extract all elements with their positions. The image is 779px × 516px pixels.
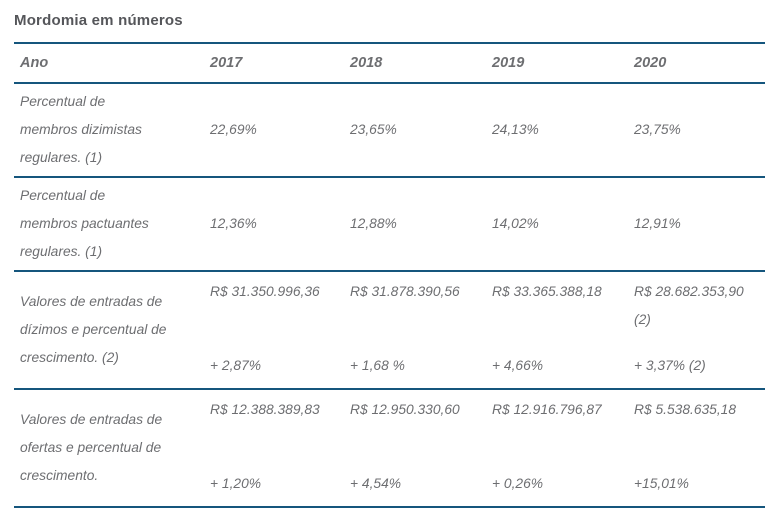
- ofertas-2019-amount: R$ 12.916.796,87: [492, 402, 602, 417]
- page-title: Mordomia em números: [14, 12, 183, 29]
- dizimos-2020-cell: R$ 28.682.353,90 (2) + 3,37% (2): [628, 271, 765, 389]
- table-row-pactuantes: Percentual de membros pactuantes regular…: [14, 177, 765, 271]
- row-label-dizimistas: Percentual de membros dizimistas regular…: [20, 94, 142, 165]
- pactuantes-2020-value: 12,91%: [634, 216, 681, 231]
- dizimos-2020-growth: + 3,37% (2): [634, 358, 706, 373]
- ofertas-2017-cell: R$ 12.388.389,83 + 1,20%: [204, 389, 344, 507]
- row-label-pactuantes: Percentual de membros pactuantes regular…: [20, 188, 149, 259]
- row-label-dizimos: Valores de entradas de dízimos e percent…: [20, 294, 167, 365]
- col-header-2017: 2017: [204, 42, 344, 84]
- ofertas-2019-growth: + 0,26%: [492, 476, 544, 491]
- dizimistas-2017-value: 22,69%: [210, 122, 257, 137]
- pactuantes-2017-value: 12,36%: [210, 216, 257, 231]
- dizimos-2017-growth: + 2,87%: [210, 358, 262, 373]
- row-label-ofertas: Valores de entradas de ofertas e percent…: [20, 412, 163, 483]
- ofertas-2018-growth: + 4,54%: [350, 476, 402, 491]
- ofertas-2018-amount: R$ 12.950.330,60: [350, 402, 460, 417]
- ofertas-2020-cell: R$ 5.538.635,18 +15,01%: [628, 389, 765, 507]
- dizimos-2018-growth: + 1,68 %: [350, 358, 405, 373]
- table-row-ofertas: Valores de entradas de ofertas e percent…: [14, 389, 765, 507]
- dizimos-2019-growth: + 4,66%: [492, 358, 544, 373]
- col-header-2020: 2020: [628, 42, 765, 84]
- dizimos-2017-amount: R$ 31.350.996,36: [210, 284, 320, 299]
- dizimos-2017-cell: R$ 31.350.996,36 + 2,87%: [204, 271, 344, 389]
- dizimos-2019-amount: R$ 33.365.388,18: [492, 284, 602, 299]
- col-header-2018: 2018: [344, 42, 486, 84]
- dizimos-2020-amount: R$ 28.682.353,90 (2): [634, 284, 744, 327]
- ofertas-2020-growth: +15,01%: [634, 476, 689, 491]
- dizimos-2018-amount: R$ 31.878.390,56: [350, 284, 460, 299]
- ofertas-2018-cell: R$ 12.950.330,60 + 4,54%: [344, 389, 486, 507]
- dizimistas-2018-value: 23,65%: [350, 122, 397, 137]
- dizimos-2019-cell: R$ 33.365.388,18 + 4,66%: [486, 271, 628, 389]
- dizimistas-2019-value: 24,13%: [492, 122, 539, 137]
- ofertas-2020-amount: R$ 5.538.635,18: [634, 402, 737, 417]
- table-header-row: Ano 2017 2018 2019 2020: [14, 42, 765, 84]
- dizimistas-2020-value: 23,75%: [634, 122, 681, 137]
- pactuantes-2018-value: 12,88%: [350, 216, 397, 231]
- table-row-dizimos: Valores de entradas de dízimos e percent…: [14, 271, 765, 389]
- ofertas-2019-cell: R$ 12.916.796,87 + 0,26%: [486, 389, 628, 507]
- dizimos-2018-cell: R$ 31.878.390,56 + 1,68 %: [344, 271, 486, 389]
- mordomia-table: Ano 2017 2018 2019 2020 Percentual de me…: [14, 42, 765, 508]
- col-header-2019: 2019: [486, 42, 628, 84]
- col-header-ano: Ano: [14, 42, 204, 84]
- ofertas-2017-growth: + 1,20%: [210, 476, 262, 491]
- pactuantes-2019-value: 14,02%: [492, 216, 539, 231]
- table-row-dizimistas: Percentual de membros dizimistas regular…: [14, 83, 765, 177]
- ofertas-2017-amount: R$ 12.388.389,83: [210, 402, 320, 417]
